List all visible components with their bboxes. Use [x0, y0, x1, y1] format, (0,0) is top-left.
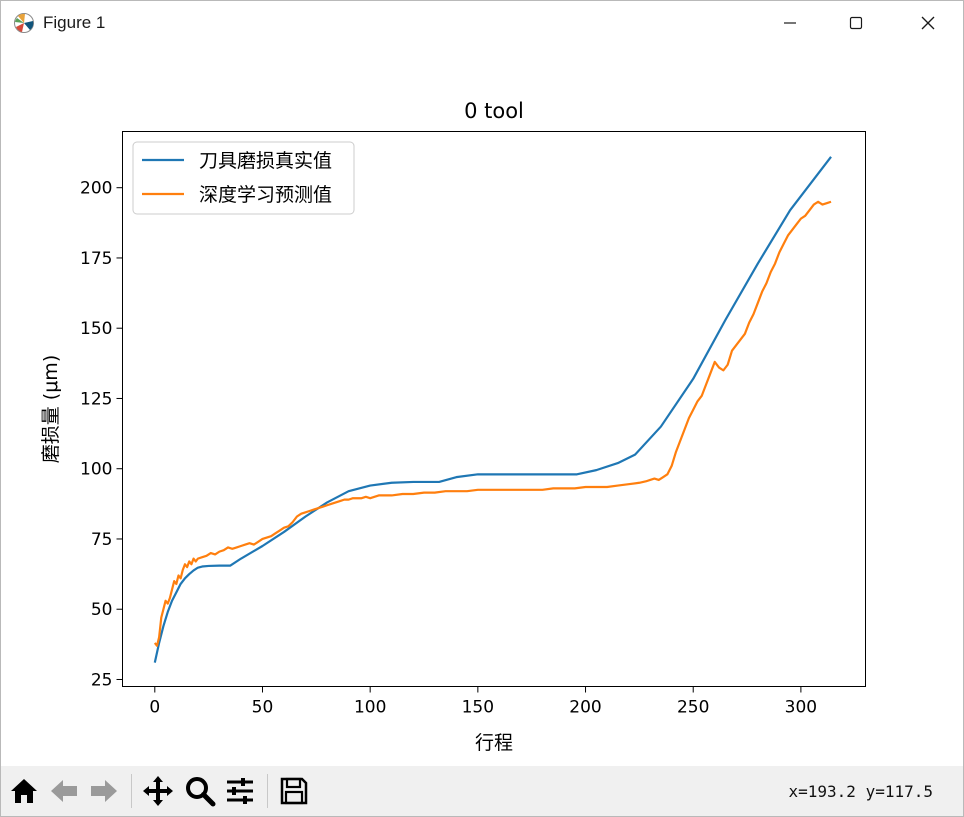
- figure-canvas[interactable]: 0 tool 0 50 100 150 200 250 300 25 50 75 100 125 15…: [1, 45, 963, 765]
- forward-button[interactable]: [87, 774, 121, 808]
- pan-icon: [143, 776, 173, 806]
- back-icon: [51, 780, 77, 802]
- zoom-icon: [186, 777, 216, 807]
- y-axis-label: 磨损量 (μm): [40, 355, 62, 463]
- legend: 刀具磨损真实值 深度学习预测值: [132, 141, 355, 215]
- series-line-true: [153, 156, 832, 663]
- toolbar-separator: [131, 774, 132, 808]
- x-tick-label: 50: [252, 698, 274, 718]
- x-tick-label: 250: [677, 698, 709, 718]
- maximize-button[interactable]: [829, 1, 883, 45]
- chart-title: 0 tool: [464, 99, 524, 123]
- home-button[interactable]: [7, 774, 41, 808]
- save-icon: [280, 777, 308, 805]
- configure-icon: [227, 778, 253, 804]
- matplotlib-icon: [14, 13, 34, 33]
- y-tick-label: 200: [80, 179, 112, 199]
- maximize-icon: [849, 16, 863, 30]
- zoom-button[interactable]: [183, 774, 217, 808]
- x-axis: 0 50 100 150 200 250 300: [149, 686, 817, 718]
- home-icon: [11, 779, 37, 803]
- line-chart[interactable]: 0 tool 0 50 100 150 200 250 300 25 50 75 100 125 15…: [1, 45, 963, 765]
- pan-button[interactable]: [141, 774, 175, 808]
- legend-box: [132, 141, 355, 215]
- x-tick-label: 200: [569, 698, 601, 718]
- configure-button[interactable]: [223, 774, 257, 808]
- minimize-icon: [784, 22, 796, 24]
- x-axis-label: 行程: [475, 732, 513, 754]
- title-bar[interactable]: Figure 1: [1, 1, 963, 45]
- x-tick-label: 100: [354, 698, 386, 718]
- x-tick-label: 150: [462, 698, 494, 718]
- plot-frame: [122, 131, 866, 687]
- x-tick-label: 0: [149, 698, 160, 718]
- series-line-pred: [153, 200, 832, 647]
- minimize-button[interactable]: [763, 1, 817, 45]
- forward-icon: [91, 780, 117, 802]
- back-button[interactable]: [47, 774, 81, 808]
- y-tick-label: 175: [80, 249, 112, 269]
- legend-label-pred: 深度学习预测值: [199, 184, 332, 206]
- x-tick-label: 300: [785, 698, 817, 718]
- y-tick-label: 50: [91, 600, 113, 620]
- y-tick-label: 75: [91, 530, 113, 550]
- navigation-toolbar: x=193.2 y=117.5: [1, 766, 963, 816]
- cursor-coordinates: x=193.2 y=117.5: [788, 782, 934, 801]
- y-tick-label: 25: [91, 670, 113, 690]
- y-tick-label: 125: [80, 389, 112, 409]
- y-tick-label: 100: [80, 460, 112, 480]
- series-layer: [153, 156, 832, 663]
- window-title: Figure 1: [43, 13, 106, 32]
- close-icon: [921, 16, 935, 30]
- y-tick-label: 150: [80, 319, 112, 339]
- close-button[interactable]: [901, 1, 955, 45]
- save-button[interactable]: [277, 774, 311, 808]
- legend-label-true: 刀具磨损真实值: [199, 150, 332, 172]
- y-axis: 25 50 75 100 125 150 175 200: [80, 179, 123, 690]
- toolbar-separator: [267, 774, 268, 808]
